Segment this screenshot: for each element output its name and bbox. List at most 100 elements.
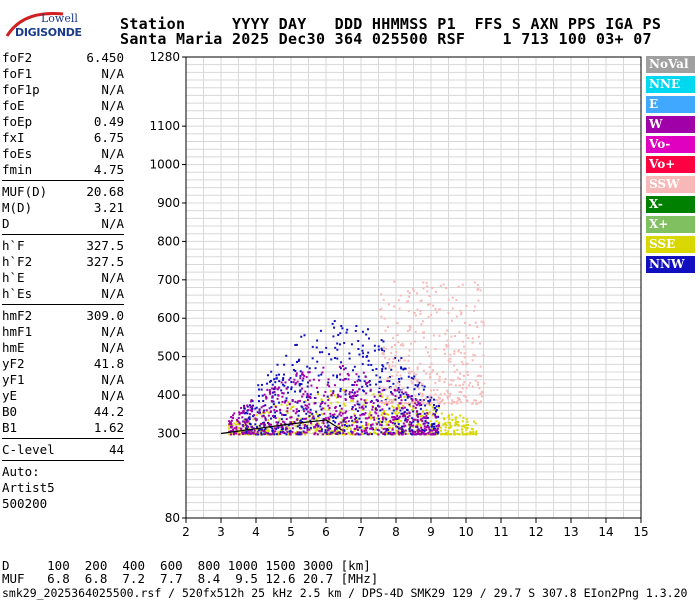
echo-point: [420, 426, 423, 429]
param-value: 327.5: [86, 254, 124, 269]
echo-point: [246, 432, 249, 435]
echo-point: [274, 425, 277, 428]
echo-point: [425, 281, 428, 284]
echo-point: [260, 388, 263, 391]
echo-point: [339, 421, 342, 424]
echo-point: [277, 386, 280, 389]
x-tick-label: 10: [458, 525, 473, 539]
echo-point: [371, 406, 374, 409]
echo-point: [361, 363, 364, 366]
echo-point: [432, 304, 435, 307]
echo-point: [238, 413, 241, 416]
echo-point: [346, 416, 349, 419]
echo-point: [268, 424, 271, 427]
echo-point: [299, 399, 302, 402]
echo-point: [417, 422, 420, 425]
echo-point: [316, 428, 319, 431]
echo-point: [396, 334, 399, 337]
echo-point: [326, 432, 329, 435]
echo-point: [472, 430, 475, 433]
echo-point: [421, 417, 424, 420]
echo-point: [384, 367, 387, 370]
echo-point: [316, 386, 319, 389]
echo-point: [353, 404, 356, 407]
x-tick-label: 6: [322, 525, 330, 539]
echo-point: [255, 414, 258, 417]
echo-point: [413, 433, 416, 436]
echo-point: [276, 426, 279, 429]
header-values: Santa Maria 2025 Dec30 364 025500 RSF 1 …: [120, 30, 652, 48]
echo-point: [358, 353, 361, 356]
echo-point: [428, 400, 431, 403]
echo-point: [289, 433, 292, 436]
echo-point: [416, 432, 419, 435]
echo-point: [385, 403, 388, 406]
echo-point: [306, 392, 309, 395]
echo-point: [294, 400, 297, 403]
echo-point: [425, 414, 428, 417]
echo-point: [285, 354, 288, 357]
echo-point: [423, 433, 426, 436]
echo-point: [458, 397, 461, 400]
echo-point: [398, 380, 401, 383]
echo-point: [334, 405, 337, 408]
echo-point: [384, 398, 387, 401]
echo-point: [415, 292, 418, 295]
echo-point: [411, 417, 414, 420]
echo-point: [451, 296, 454, 299]
echo-point: [319, 402, 322, 405]
echo-point: [476, 375, 479, 378]
separator: [2, 460, 124, 461]
echo-point: [328, 419, 331, 422]
echo-point: [378, 394, 381, 397]
echo-point: [235, 432, 238, 435]
param-value: N/A: [101, 216, 124, 231]
echo-point: [238, 411, 241, 414]
echo-point: [318, 429, 321, 432]
echo-point: [324, 429, 327, 432]
echo-point: [251, 407, 254, 410]
echo-point: [364, 399, 367, 402]
echo-point: [420, 430, 423, 433]
echo-point: [376, 423, 379, 426]
echo-point: [428, 355, 431, 358]
echo-point: [435, 420, 438, 423]
echo-point: [394, 398, 397, 401]
echo-point: [417, 428, 420, 431]
echo-point: [462, 383, 465, 386]
echo-point: [417, 430, 420, 433]
echo-point: [256, 430, 259, 433]
echo-point: [278, 401, 281, 404]
echo-point: [386, 397, 389, 400]
echo-point: [442, 283, 445, 286]
echo-point: [434, 393, 437, 396]
echo-point: [393, 305, 396, 308]
echo-point: [384, 417, 387, 420]
echo-point: [340, 325, 343, 328]
echo-point: [425, 372, 428, 375]
echo-point: [395, 350, 398, 353]
echo-point: [459, 401, 462, 404]
echo-point: [298, 384, 301, 387]
echo-point: [257, 394, 260, 397]
echo-point: [406, 290, 409, 293]
echo-point: [471, 401, 474, 404]
echo-point: [439, 393, 442, 396]
echo-point: [441, 398, 444, 401]
echo-point: [247, 429, 250, 432]
echo-point: [310, 423, 313, 426]
echo-point: [290, 388, 293, 391]
param-value: 44: [108, 442, 124, 457]
echo-point: [279, 431, 282, 434]
echo-point: [409, 426, 412, 429]
echo-point: [281, 429, 284, 432]
echo-point: [254, 407, 257, 410]
echo-point: [329, 412, 332, 415]
param-value: N/A: [101, 324, 124, 339]
echo-point: [230, 419, 233, 422]
echo-point: [443, 417, 446, 420]
echo-point: [475, 402, 478, 405]
echo-point: [437, 431, 440, 434]
echo-point: [247, 408, 250, 411]
echo-point: [445, 345, 448, 348]
